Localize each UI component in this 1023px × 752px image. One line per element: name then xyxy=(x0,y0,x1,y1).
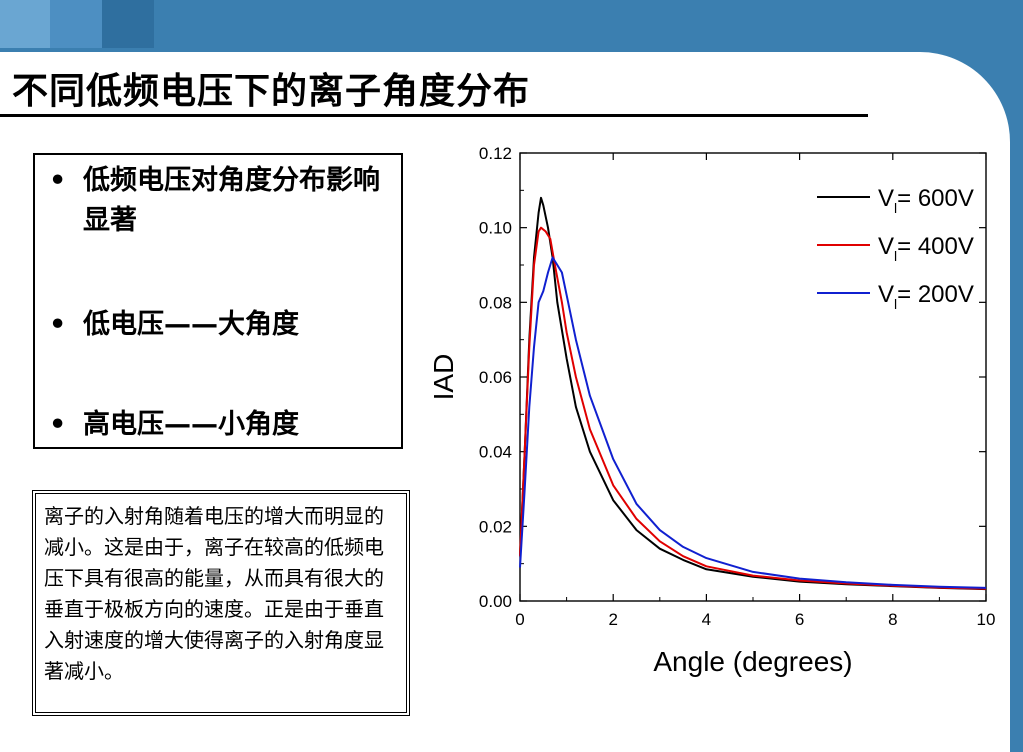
legend-label-value: = 200V xyxy=(897,281,974,308)
bullet-dot: • xyxy=(49,165,67,196)
legend-label-main: V xyxy=(878,281,894,308)
legend-label: Vl= 400V xyxy=(878,233,974,264)
y-tick-label: 0.06 xyxy=(479,368,512,387)
title-underline xyxy=(0,114,868,117)
note-box: 离子的入射角随着电压的增大而明显的减小。这是由于，离子在较高的低频电压下具有很高… xyxy=(32,490,410,716)
bullet-box: • 低频电压对角度分布影响显著 • 低电压——大角度 • 高电压——小角度 xyxy=(33,153,403,449)
legend-label-value: = 400V xyxy=(897,233,974,260)
note-text: 离子的入射角随着电压的增大而明显的减小。这是由于，离子在较高的低频电压下具有很高… xyxy=(35,493,407,713)
bullet-text: 低频电压对角度分布影响显著 xyxy=(83,165,380,236)
legend-label-value: = 600V xyxy=(897,185,974,212)
x-tick-label: 10 xyxy=(977,610,996,629)
y-tick-label: 0.12 xyxy=(479,144,512,163)
x-tick-label: 0 xyxy=(515,610,524,629)
y-axis-label: IAD xyxy=(428,354,459,401)
legend-label-subscript: l xyxy=(894,248,897,264)
slide-title: 不同低频电压下的离子角度分布 xyxy=(12,71,531,112)
series-line xyxy=(519,256,987,589)
plot-frame xyxy=(519,152,987,602)
legend-label: Vl= 200V xyxy=(878,281,974,312)
legend-label: Vl= 600V xyxy=(878,185,974,216)
x-tick-label: 4 xyxy=(702,610,711,629)
header-tile-2 xyxy=(50,0,102,48)
legend-label-main: V xyxy=(878,233,894,260)
bullet-text: 低电压——大角度 xyxy=(83,309,299,340)
header-tile-1 xyxy=(0,0,50,48)
top-band xyxy=(0,0,1023,52)
bullet-dot: • xyxy=(49,309,67,340)
x-tick-label: 2 xyxy=(608,610,617,629)
bullet-item: • 高电压——小角度 xyxy=(49,405,399,445)
bullet-dot: • xyxy=(49,409,67,440)
y-tick-label: 0.10 xyxy=(479,219,512,238)
x-axis-label: Angle (degrees) xyxy=(653,646,852,677)
series-line xyxy=(519,196,987,591)
y-tick-label: 0.00 xyxy=(479,592,512,611)
bullet-item: • 低电压——大角度 xyxy=(49,305,399,345)
legend-label-subscript: l xyxy=(894,200,897,216)
y-tick-label: 0.02 xyxy=(479,517,512,536)
x-tick-label: 6 xyxy=(795,610,804,629)
bullet-item: • 低频电压对角度分布影响显著 xyxy=(49,161,399,241)
y-tick-label: 0.08 xyxy=(479,293,512,312)
y-tick-label: 0.04 xyxy=(479,443,512,462)
header-tile-3 xyxy=(102,0,154,48)
legend-label-subscript: l xyxy=(894,296,897,312)
bullet-text: 高电压——小角度 xyxy=(83,409,299,440)
legend-label-main: V xyxy=(878,185,894,212)
slide-panel xyxy=(0,52,1010,752)
x-tick-label: 8 xyxy=(888,610,897,629)
iad-line-chart: 0 2 4 6 8 10 0.00 0.02 0.04 0.06 0.08 0.10 0.12 Angle… xyxy=(428,144,996,677)
series-line xyxy=(519,226,987,590)
